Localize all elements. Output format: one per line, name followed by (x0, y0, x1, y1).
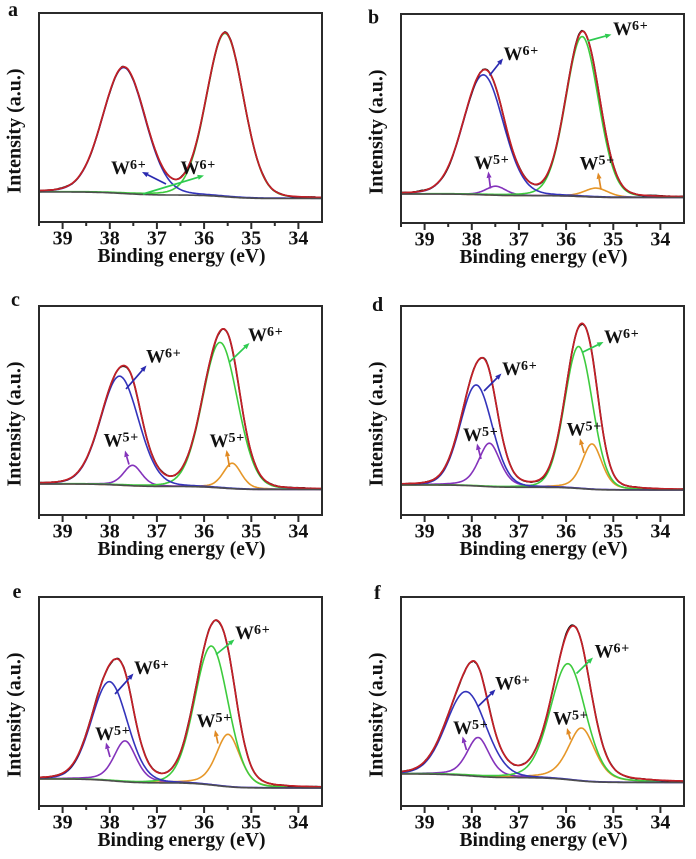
svg-text:34: 34 (288, 228, 308, 250)
svg-text:Intensity (a.u.): Intensity (a.u.) (365, 652, 387, 777)
svg-text:37: 37 (509, 812, 529, 834)
svg-text:35: 35 (241, 521, 261, 543)
svg-text:37: 37 (509, 229, 529, 251)
svg-text:36: 36 (556, 812, 576, 834)
svg-text:34: 34 (650, 521, 670, 543)
svg-text:39: 39 (415, 229, 435, 251)
svg-text:35: 35 (603, 229, 623, 251)
svg-text:c: c (11, 289, 20, 311)
svg-text:35: 35 (603, 521, 623, 543)
svg-text:36: 36 (556, 229, 576, 251)
svg-text:35: 35 (241, 228, 261, 250)
svg-text:34: 34 (288, 521, 308, 543)
svg-text:34: 34 (650, 229, 670, 251)
svg-text:38: 38 (100, 228, 120, 250)
svg-text:Binding energy (eV): Binding energy (eV) (98, 539, 266, 560)
svg-text:35: 35 (603, 812, 623, 834)
svg-text:34: 34 (288, 812, 308, 834)
svg-text:Intensity (a.u.): Intensity (a.u.) (365, 361, 387, 486)
svg-text:36: 36 (194, 812, 214, 834)
svg-text:Intensity (a.u.): Intensity (a.u.) (3, 68, 25, 193)
svg-text:d: d (372, 294, 383, 316)
svg-text:Binding energy (eV): Binding energy (eV) (460, 539, 628, 560)
svg-text:39: 39 (53, 521, 73, 543)
svg-text:38: 38 (100, 812, 120, 834)
svg-text:Intensity (a.u.): Intensity (a.u.) (3, 652, 25, 777)
svg-text:a: a (8, 0, 18, 21)
svg-text:39: 39 (53, 812, 73, 834)
svg-text:b: b (368, 7, 379, 29)
svg-text:Intensity (a.u.): Intensity (a.u.) (365, 69, 387, 194)
svg-text:38: 38 (462, 812, 482, 834)
svg-text:37: 37 (509, 521, 529, 543)
svg-text:37: 37 (147, 521, 167, 543)
svg-text:39: 39 (415, 812, 435, 834)
svg-text:37: 37 (147, 228, 167, 250)
svg-text:Binding energy (eV): Binding energy (eV) (460, 830, 628, 851)
svg-text:36: 36 (194, 228, 214, 250)
svg-text:Intensity (a.u.): Intensity (a.u.) (3, 361, 25, 486)
svg-text:Binding energy (eV): Binding energy (eV) (460, 247, 628, 268)
svg-text:Binding energy (eV): Binding energy (eV) (98, 830, 266, 851)
svg-text:38: 38 (462, 521, 482, 543)
svg-text:e: e (13, 581, 22, 603)
svg-text:36: 36 (556, 521, 576, 543)
svg-text:35: 35 (241, 812, 261, 834)
svg-text:37: 37 (147, 812, 167, 834)
svg-text:38: 38 (462, 229, 482, 251)
svg-text:39: 39 (415, 521, 435, 543)
svg-text:f: f (374, 582, 381, 604)
svg-text:34: 34 (650, 812, 670, 834)
svg-text:38: 38 (100, 521, 120, 543)
svg-text:39: 39 (53, 228, 73, 250)
svg-text:36: 36 (194, 521, 214, 543)
svg-text:Binding energy (eV): Binding energy (eV) (98, 246, 266, 267)
